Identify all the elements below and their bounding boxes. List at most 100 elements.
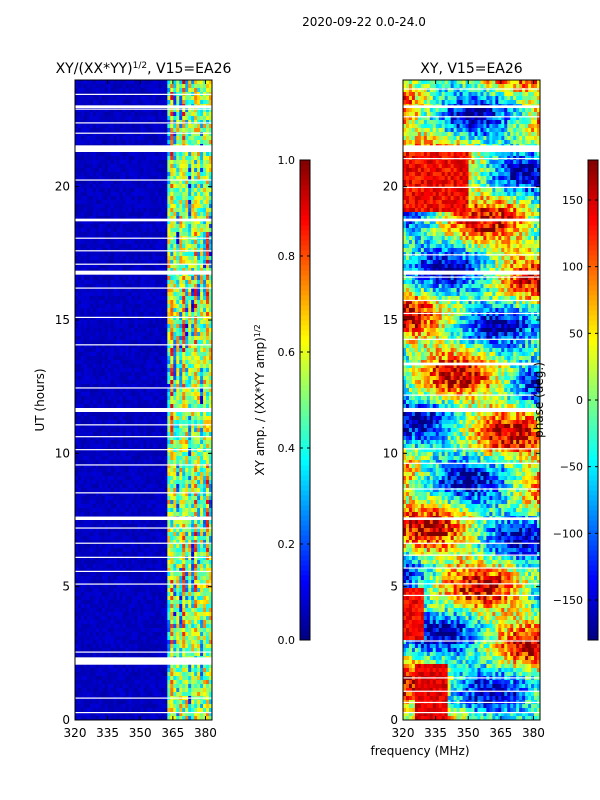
y-tick-label: 10 bbox=[55, 446, 70, 460]
colorbar-swatch bbox=[588, 385, 598, 391]
x-tick-label: 380 bbox=[522, 726, 545, 740]
colorbar-swatch bbox=[588, 400, 598, 406]
scan-gap-line bbox=[403, 338, 540, 340]
scan-gap-line bbox=[403, 394, 540, 396]
colorbar-swatch bbox=[588, 290, 598, 296]
colorbar-swatch bbox=[300, 605, 310, 611]
colorbar-swatch bbox=[588, 605, 598, 611]
x-tick-label: 320 bbox=[64, 726, 87, 740]
chart-title: XY, V15=EA26 bbox=[420, 61, 522, 77]
scan-gap-line bbox=[403, 254, 540, 256]
colorbar-swatch bbox=[300, 465, 310, 471]
colorbar-swatch bbox=[300, 385, 310, 391]
colorbar-swatch bbox=[300, 535, 310, 541]
colorbar-swatch bbox=[300, 305, 310, 311]
colorbar-swatch bbox=[588, 570, 598, 576]
scan-gap-line bbox=[75, 492, 212, 494]
colorbar-swatch bbox=[300, 295, 310, 301]
colorbar-swatch bbox=[300, 285, 310, 291]
scan-gap-line bbox=[75, 449, 212, 451]
colorbar-swatch bbox=[588, 540, 598, 546]
scan-gap-line bbox=[75, 179, 212, 181]
missing-data-gap bbox=[75, 657, 212, 664]
colorbar-swatch bbox=[300, 345, 310, 351]
colorbar-swatch bbox=[300, 485, 310, 491]
colorbar-swatch bbox=[588, 590, 598, 596]
colorbar-swatch bbox=[300, 590, 310, 596]
colorbar-swatch bbox=[300, 610, 310, 616]
colorbar-swatch bbox=[588, 255, 598, 261]
colorbar-swatch bbox=[300, 215, 310, 221]
missing-data-gap bbox=[403, 105, 540, 108]
missing-data-gap bbox=[75, 270, 212, 275]
missing-data-gap bbox=[403, 517, 540, 520]
colorbar-swatch bbox=[588, 460, 598, 466]
colorbar-swatch bbox=[300, 495, 310, 501]
x-tick-label: 335 bbox=[96, 726, 119, 740]
colorbar-swatch bbox=[300, 445, 310, 451]
colorbar-tick-label: −50 bbox=[560, 461, 583, 474]
colorbar-swatch bbox=[588, 470, 598, 476]
colorbar-swatch bbox=[300, 460, 310, 466]
colorbar-swatch bbox=[588, 420, 598, 426]
y-tick-label: 5 bbox=[390, 580, 398, 594]
colorbar-swatch bbox=[300, 320, 310, 326]
scan-gap-line bbox=[75, 570, 212, 572]
colorbar-label: XY amp. / (XX*YY amp)1/2 bbox=[253, 324, 268, 475]
scan-gap-line bbox=[75, 263, 212, 265]
colorbar-swatch bbox=[300, 335, 310, 341]
scan-gap-line bbox=[75, 237, 212, 239]
colorbar-swatch bbox=[588, 280, 598, 286]
colorbar-swatch bbox=[588, 370, 598, 376]
scan-gap-line bbox=[75, 93, 212, 95]
scan-gap-line bbox=[75, 583, 212, 585]
colorbar-swatch bbox=[300, 470, 310, 476]
colorbar-swatch bbox=[300, 380, 310, 386]
y-tick-label: 20 bbox=[383, 180, 398, 194]
colorbar-swatch bbox=[588, 260, 598, 266]
colorbar-swatch bbox=[588, 425, 598, 431]
colorbar-swatch bbox=[588, 595, 598, 601]
colorbar-swatch bbox=[300, 210, 310, 216]
colorbar-swatch bbox=[588, 475, 598, 481]
colorbar-swatch bbox=[588, 585, 598, 591]
y-tick-label: 15 bbox=[383, 313, 398, 327]
scan-gap-line bbox=[403, 690, 540, 692]
colorbar-swatch bbox=[300, 420, 310, 426]
colorbar-swatch bbox=[300, 415, 310, 421]
colorbar-swatch bbox=[300, 430, 310, 436]
colorbar-swatch bbox=[588, 235, 598, 241]
colorbar-tick-label: 1.0 bbox=[278, 154, 296, 167]
y-axis-label: UT (hours) bbox=[33, 368, 47, 431]
scan-gap-line bbox=[75, 108, 212, 110]
colorbar-swatch bbox=[300, 425, 310, 431]
colorbar-tick-label: 100 bbox=[562, 261, 583, 274]
scan-gap-line bbox=[403, 462, 540, 464]
scan-gap-line bbox=[75, 651, 212, 653]
colorbar-swatch bbox=[300, 375, 310, 381]
colorbar-swatch bbox=[588, 535, 598, 541]
colorbar-swatch bbox=[588, 440, 598, 446]
missing-data-gap bbox=[403, 362, 540, 366]
colorbar-swatch bbox=[588, 350, 598, 356]
missing-data-gap bbox=[75, 408, 212, 412]
plot-frame bbox=[402, 79, 541, 721]
scan-gap-line bbox=[403, 701, 540, 704]
colorbar-swatch bbox=[588, 175, 598, 181]
scan-gap-line bbox=[75, 316, 212, 318]
colorbar-swatch bbox=[588, 355, 598, 361]
colorbar-frame bbox=[299, 159, 311, 641]
colorbar-swatch bbox=[588, 580, 598, 586]
colorbar-swatch bbox=[588, 220, 598, 226]
scan-gap-line bbox=[75, 344, 212, 346]
colorbar-swatch bbox=[300, 480, 310, 486]
colorbar-swatch bbox=[300, 550, 310, 556]
colorbar-swatch bbox=[588, 530, 598, 536]
scan-gap-line bbox=[75, 424, 212, 426]
missing-data-gap bbox=[403, 408, 540, 412]
colorbar-swatch bbox=[588, 630, 598, 636]
colorbar-swatch bbox=[300, 620, 310, 626]
colorbar-swatch bbox=[588, 225, 598, 231]
colorbar-swatch bbox=[300, 540, 310, 546]
colorbar-swatch bbox=[588, 375, 598, 381]
